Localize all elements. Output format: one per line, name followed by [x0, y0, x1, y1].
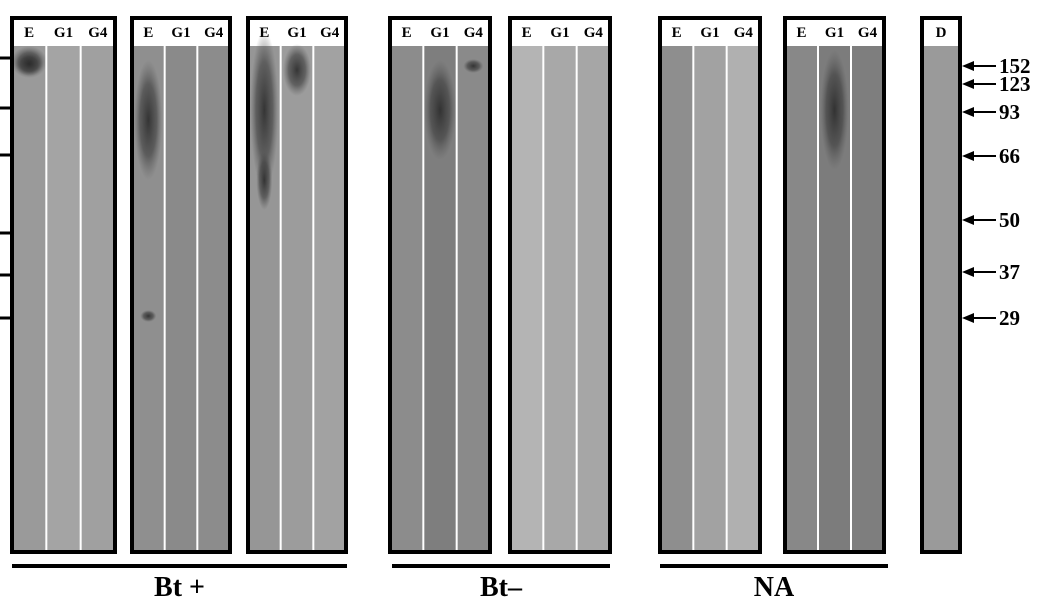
- band: [463, 59, 484, 73]
- lane: [197, 46, 230, 552]
- lane-label: G1: [430, 25, 449, 41]
- lane-label: D: [936, 25, 947, 41]
- panel-border: [10, 16, 117, 554]
- lane: [390, 46, 424, 552]
- lane: [543, 46, 577, 552]
- group-label: NA: [754, 572, 795, 602]
- marker-arrowhead: [962, 79, 974, 89]
- blot-panels: EG1G4EG1G4EG1G4EG1G4EG1G4EG1G4EG1G4D: [10, 16, 962, 554]
- lane-label: G4: [584, 25, 604, 41]
- lane: [785, 46, 818, 552]
- panel-border: [658, 16, 762, 554]
- lane: [693, 46, 727, 552]
- lane-label: G1: [700, 25, 719, 41]
- group-label: Bt +: [154, 572, 205, 602]
- lane-label: E: [522, 25, 532, 41]
- marker-arrowhead: [962, 151, 974, 161]
- marker-label: 37: [999, 260, 1020, 284]
- marker-label: 152: [999, 54, 1031, 78]
- band: [134, 60, 163, 180]
- lane: [12, 46, 47, 552]
- band: [283, 44, 311, 96]
- lane: [164, 46, 198, 552]
- band: [15, 52, 44, 76]
- marker-label: 123: [999, 72, 1031, 96]
- band: [820, 50, 849, 170]
- lane: [456, 46, 490, 552]
- marker-arrowhead: [962, 215, 974, 225]
- lane-label: G4: [858, 25, 878, 41]
- lane-label: G4: [464, 25, 484, 41]
- panel-border: [920, 16, 962, 554]
- band: [256, 150, 273, 210]
- blot-panel: E G1 G4: [130, 16, 232, 554]
- lane: [510, 46, 544, 552]
- marker-arrowhead: [962, 61, 974, 71]
- marker-label: 50: [999, 208, 1020, 232]
- marker-label: 93: [999, 100, 1020, 124]
- blot-panel: E G1 G4: [658, 16, 762, 554]
- group-labels: Bt + Bt– NA: [12, 564, 888, 602]
- lane-label: E: [672, 25, 682, 41]
- lane-label: E: [796, 25, 806, 41]
- lane: [280, 46, 314, 552]
- lane-label: G4: [320, 25, 340, 41]
- lane-label: G4: [88, 25, 108, 41]
- lane: [46, 46, 81, 552]
- band: [424, 60, 456, 160]
- lane-label: G1: [825, 25, 844, 41]
- lane-label: G4: [204, 25, 224, 41]
- blot-panel: E G1 G4: [10, 16, 117, 554]
- lane: [726, 46, 760, 552]
- lane: [851, 46, 884, 552]
- lane-label: E: [143, 25, 153, 41]
- lane: [922, 46, 960, 552]
- band: [140, 310, 157, 322]
- panel-border: [783, 16, 886, 554]
- lane: [576, 46, 610, 552]
- blot-panel: E G1 G4: [508, 16, 612, 554]
- lane-label: G1: [287, 25, 306, 41]
- marker-arrowhead: [962, 313, 974, 323]
- lane-label: E: [402, 25, 412, 41]
- blot-panel: E G1 G4: [783, 16, 886, 554]
- marker-label: 29: [999, 306, 1020, 330]
- lane-label: G1: [54, 25, 73, 41]
- marker-label: 66: [999, 144, 1020, 168]
- lane: [80, 46, 115, 552]
- panel-border: [508, 16, 612, 554]
- lane-label: E: [24, 25, 34, 41]
- marker-arrowhead: [962, 107, 974, 117]
- panel-border: [130, 16, 232, 554]
- lane-label: G1: [171, 25, 190, 41]
- lane-label: G4: [734, 25, 754, 41]
- marker-arrowhead: [962, 267, 974, 277]
- panel-border: [388, 16, 492, 554]
- blot-panel: D: [920, 16, 962, 554]
- lane: [313, 46, 346, 552]
- blot-panel: E G1 G4: [388, 16, 492, 554]
- band: [250, 30, 279, 190]
- group-label: Bt–: [480, 572, 523, 602]
- panel-border: [246, 16, 348, 554]
- lane-label: G1: [550, 25, 569, 41]
- lane: [660, 46, 694, 552]
